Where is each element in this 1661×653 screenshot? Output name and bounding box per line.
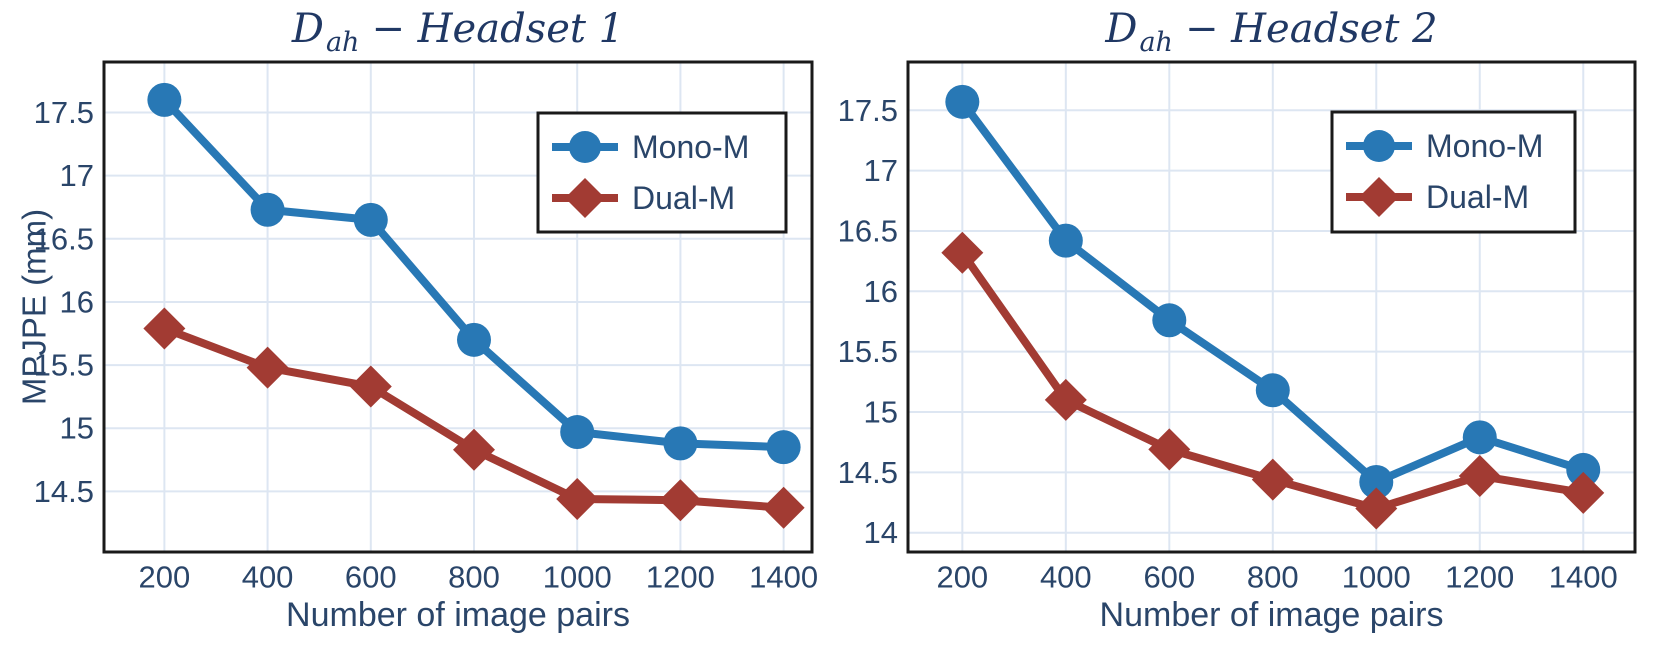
data-point-diamond bbox=[1251, 458, 1294, 501]
panel-1-title: Dah − Headset 1 bbox=[104, 0, 812, 58]
data-point-circle bbox=[1359, 465, 1394, 499]
data-point-circle bbox=[663, 426, 698, 461]
title-subscript: ah bbox=[325, 27, 360, 58]
y-tick-label: 16 bbox=[864, 274, 898, 309]
y-tick-label: 15.5 bbox=[34, 348, 94, 383]
legend-marker-diamond bbox=[565, 178, 605, 218]
plot-border bbox=[906, 60, 1637, 554]
title-text: − Headset 1 bbox=[371, 6, 625, 52]
data-point-circle bbox=[766, 430, 801, 465]
data-point-circle bbox=[1152, 303, 1187, 338]
legend-label: Mono-M bbox=[632, 129, 749, 165]
data-point-diamond bbox=[1355, 487, 1398, 530]
title-variable: D bbox=[291, 6, 324, 52]
title-variable: D bbox=[1105, 6, 1138, 52]
panel-2-title: Dah − Headset 2 bbox=[908, 0, 1635, 58]
x-tick-label: 200 bbox=[936, 560, 988, 595]
data-point-circle bbox=[456, 322, 491, 357]
data-point-diamond bbox=[1458, 454, 1501, 497]
data-point-diamond bbox=[659, 479, 702, 522]
legend-marker-diamond bbox=[1359, 177, 1399, 217]
x-tick-label: 400 bbox=[242, 560, 294, 595]
y-tick-label: 16 bbox=[60, 284, 94, 319]
data-point-circle bbox=[250, 192, 285, 227]
y-tick-label: 15.5 bbox=[838, 334, 898, 369]
data-point-circle bbox=[1566, 452, 1601, 487]
x-tick-label: 600 bbox=[1143, 560, 1195, 595]
data-point-circle bbox=[1255, 373, 1290, 408]
y-tick-label: 17.5 bbox=[838, 93, 898, 128]
y-tick-label: 15 bbox=[864, 395, 898, 430]
y-tick-label: 14 bbox=[864, 515, 898, 550]
x-tick-label: 1200 bbox=[1445, 560, 1514, 595]
data-point-circle bbox=[1462, 420, 1497, 455]
title-subscript: ah bbox=[1139, 27, 1173, 58]
x-tick-label: 600 bbox=[345, 560, 397, 595]
data-point-circle bbox=[560, 415, 595, 450]
x-tick-label: 1400 bbox=[1549, 560, 1618, 595]
panel-headset-1: 14.5 15 15.5 16 16.5 17 17.5 200 400 600 800 1000 12… bbox=[16, 60, 818, 634]
y-tick-label: 17 bbox=[60, 158, 94, 193]
y-tick-label: 16.5 bbox=[34, 221, 94, 256]
x-tick-label: 800 bbox=[448, 560, 500, 595]
legend-marker-circle bbox=[1363, 130, 1395, 162]
x-tick-label: 1400 bbox=[749, 560, 818, 595]
y-tick-label: 16.5 bbox=[838, 213, 898, 248]
legend-label: Dual-M bbox=[1426, 179, 1529, 215]
data-point-diamond bbox=[349, 365, 392, 408]
data-point-diamond bbox=[941, 231, 984, 274]
data-point-diamond bbox=[143, 307, 186, 350]
legend-label: Mono-M bbox=[1426, 128, 1543, 164]
x-axis-label: Number of image pairs bbox=[1100, 596, 1444, 634]
data-point-circle bbox=[353, 202, 388, 237]
x-tick-label: 1000 bbox=[1342, 560, 1411, 595]
y-tick-label: 15 bbox=[60, 411, 94, 446]
data-point-diamond bbox=[762, 486, 805, 529]
data-point-diamond bbox=[452, 428, 495, 471]
data-point-diamond bbox=[246, 346, 289, 389]
y-tick-label: 14.5 bbox=[34, 474, 94, 509]
data-point-circle bbox=[1048, 223, 1083, 258]
data-point-diamond bbox=[556, 477, 599, 520]
y-axis-label: MPJPE (mm) bbox=[16, 209, 53, 405]
x-tick-label: 1200 bbox=[646, 560, 715, 595]
y-tick-label: 17.5 bbox=[34, 95, 94, 130]
x-tick-label: 1000 bbox=[543, 560, 612, 595]
title-text: − Headset 2 bbox=[1184, 6, 1438, 52]
legend-marker-circle bbox=[569, 131, 601, 163]
data-point-circle bbox=[945, 84, 980, 119]
data-point-diamond bbox=[1148, 428, 1191, 471]
x-axis-label: Number of image pairs bbox=[286, 596, 630, 634]
x-tick-label: 400 bbox=[1040, 560, 1092, 595]
y-tick-label: 17 bbox=[864, 153, 898, 188]
y-tick-label: 14.5 bbox=[838, 455, 898, 490]
plot-border bbox=[102, 60, 814, 554]
x-tick-label: 200 bbox=[139, 560, 191, 595]
legend-label: Dual-M bbox=[632, 180, 735, 216]
panel-headset-2: 14 14.5 15 15.5 16 16.5 17 17.5 200 400 600 800 1000… bbox=[838, 60, 1637, 634]
data-point-diamond bbox=[1562, 471, 1605, 514]
data-point-circle bbox=[147, 82, 182, 117]
data-point-diamond bbox=[1044, 378, 1087, 421]
x-tick-label: 800 bbox=[1247, 560, 1299, 595]
